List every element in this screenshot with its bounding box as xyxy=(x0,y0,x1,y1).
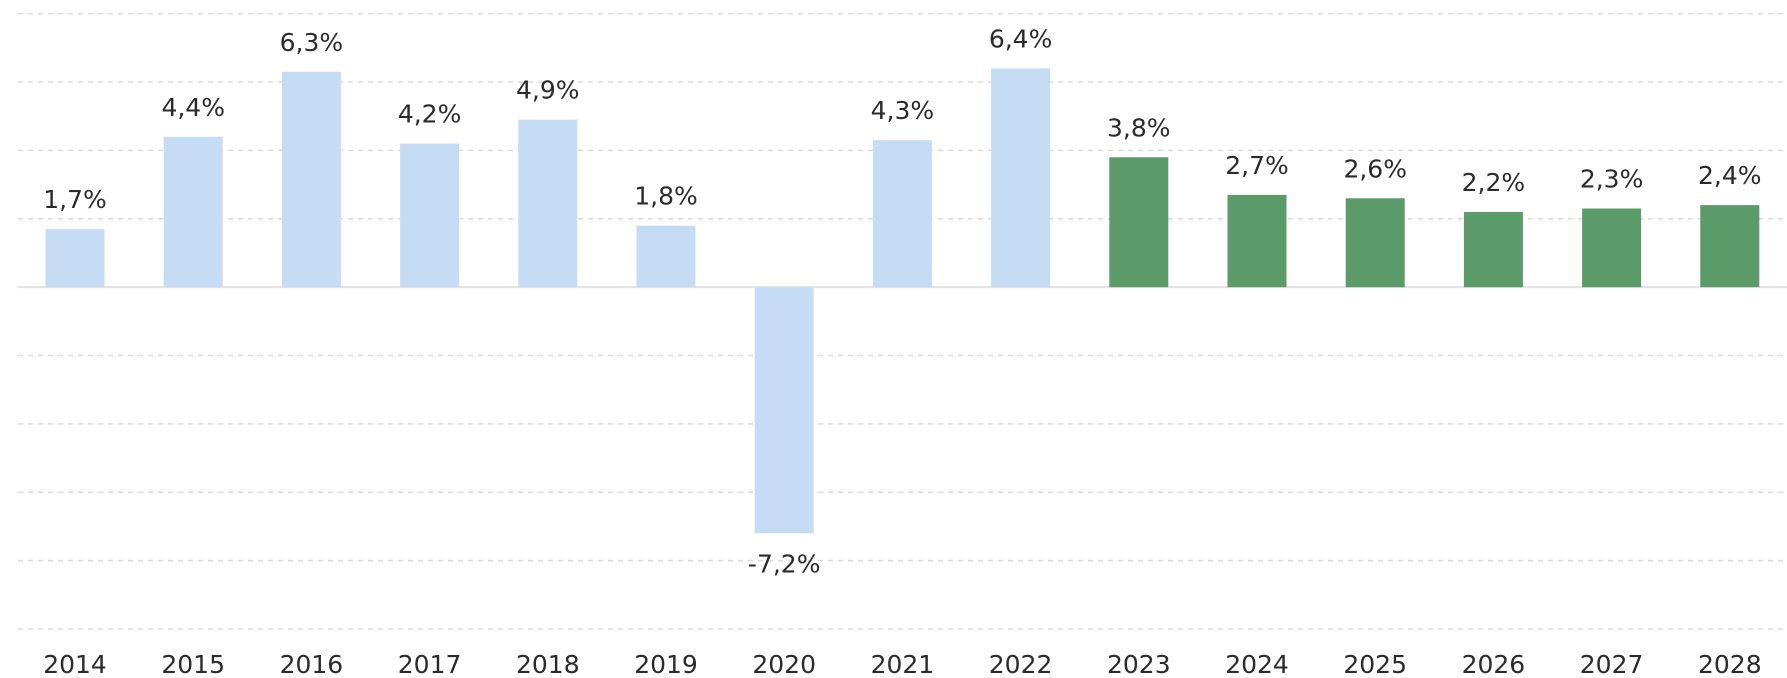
data-label: -7,2% xyxy=(748,549,821,578)
data-label: 4,3% xyxy=(871,96,935,125)
bar xyxy=(518,119,578,288)
bar xyxy=(45,229,105,288)
x-tick-label: 2025 xyxy=(1343,650,1407,678)
x-tick-label: 2026 xyxy=(1462,650,1526,678)
x-tick-label: 2017 xyxy=(398,650,462,678)
data-label: 2,4% xyxy=(1698,161,1762,190)
bar xyxy=(1582,208,1642,288)
bar xyxy=(1345,198,1405,288)
x-tick-label: 2021 xyxy=(871,650,935,678)
x-tick-label: 2024 xyxy=(1225,650,1289,678)
data-label: 2,2% xyxy=(1462,168,1526,197)
bar xyxy=(754,287,814,534)
x-tick-label: 2020 xyxy=(752,650,816,678)
bar xyxy=(1700,205,1760,288)
bar xyxy=(1227,194,1287,288)
data-label: 3,8% xyxy=(1107,113,1171,142)
bar xyxy=(281,71,341,288)
data-label: 6,4% xyxy=(989,24,1053,53)
data-label: 4,4% xyxy=(161,93,225,122)
x-tick-label: 2018 xyxy=(516,650,580,678)
bar xyxy=(991,68,1051,288)
data-label: 6,3% xyxy=(280,28,344,57)
x-tick-label: 2022 xyxy=(989,650,1053,678)
data-label: 2,7% xyxy=(1225,151,1289,180)
x-tick-label: 2015 xyxy=(161,650,225,678)
bar xyxy=(1109,157,1169,288)
bar xyxy=(1463,211,1523,288)
x-tick-label: 2014 xyxy=(43,650,107,678)
data-label: 1,7% xyxy=(43,185,107,214)
data-label: 2,6% xyxy=(1343,154,1407,183)
bar xyxy=(163,136,223,288)
x-tick-label: 2023 xyxy=(1107,650,1171,678)
x-tick-label: 2019 xyxy=(634,650,698,678)
data-label: 4,9% xyxy=(516,76,580,105)
x-tick-label: 2028 xyxy=(1698,650,1762,678)
bar xyxy=(636,225,696,288)
data-label: 4,2% xyxy=(398,100,462,129)
bar xyxy=(400,143,460,288)
x-tick-label: 2027 xyxy=(1580,650,1644,678)
data-label: 2,3% xyxy=(1580,165,1644,194)
bar xyxy=(872,140,932,288)
x-tick-label: 2016 xyxy=(280,650,344,678)
data-label: 1,8% xyxy=(634,182,698,211)
